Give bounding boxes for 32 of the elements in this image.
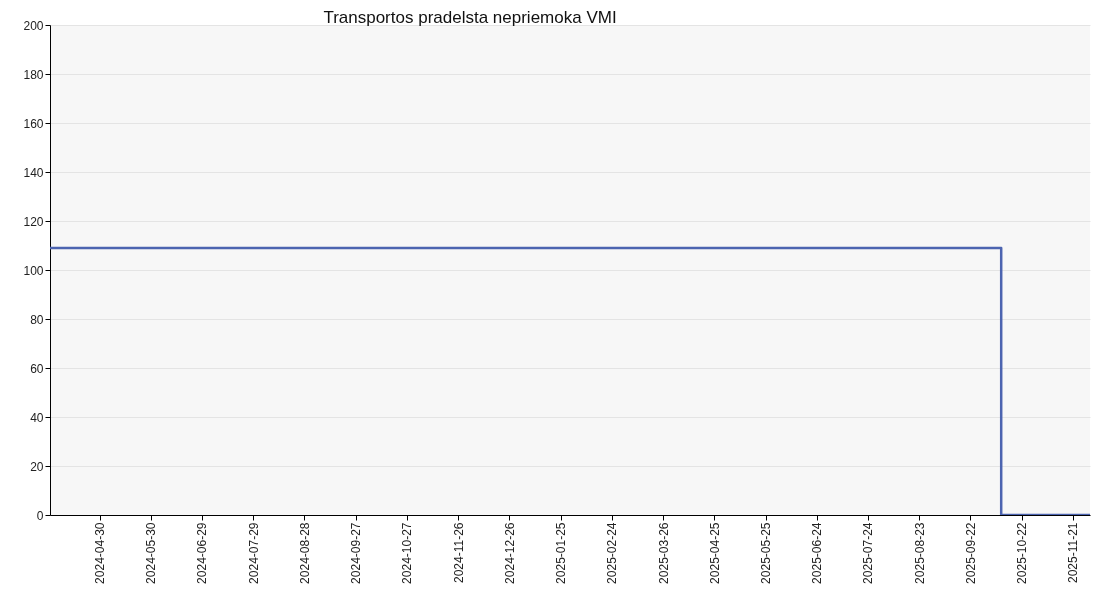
x-tick-label: 2025-04-25	[707, 522, 722, 584]
x-tick-label: 2024-11-26	[451, 522, 466, 583]
x-tick-label: 2024-09-27	[349, 522, 364, 584]
x-tick-label: 2024-04-30	[93, 522, 108, 584]
x-tick-label: 2025-10-22	[1015, 522, 1030, 584]
x-tick-label: 2024-06-29	[195, 522, 210, 584]
y-tick-label: 180	[23, 67, 44, 82]
x-tick-label: 2025-01-25	[554, 522, 569, 584]
y-tick-label: 200	[23, 18, 44, 33]
y-tick-label: 20	[30, 459, 44, 474]
x-tick-label: 2025-07-24	[861, 522, 876, 584]
y-tick-label: 80	[30, 312, 44, 327]
y-tick-label: 40	[30, 410, 44, 425]
x-tick-label: 2024-10-27	[400, 522, 415, 584]
x-tick-label: 2025-11-21	[1066, 522, 1081, 583]
chart-title: Transportos pradelsta nepriemoka VMI	[323, 8, 617, 27]
x-tick-label: 2025-08-23	[912, 522, 927, 584]
x-tick-label: 2025-03-26	[656, 522, 671, 584]
y-tick-label: 60	[30, 361, 44, 376]
y-tick-label: 100	[23, 263, 44, 278]
y-tick-label: 140	[23, 165, 44, 180]
x-tick-label: 2025-06-24	[810, 522, 825, 584]
x-tick-label: 2024-12-26	[502, 522, 517, 584]
x-tick-label: 2024-07-29	[246, 522, 261, 584]
y-tick-label: 0	[36, 508, 44, 523]
x-tick-label: 2024-05-30	[144, 522, 159, 584]
x-tick-label: 2024-08-28	[297, 522, 312, 584]
y-tick-label: 120	[23, 214, 44, 229]
y-tick-label: 160	[23, 116, 44, 131]
x-tick-label: 2025-09-22	[963, 522, 978, 584]
x-tick-label: 2025-02-24	[605, 522, 620, 584]
x-tick-label: 2025-05-25	[759, 522, 774, 584]
